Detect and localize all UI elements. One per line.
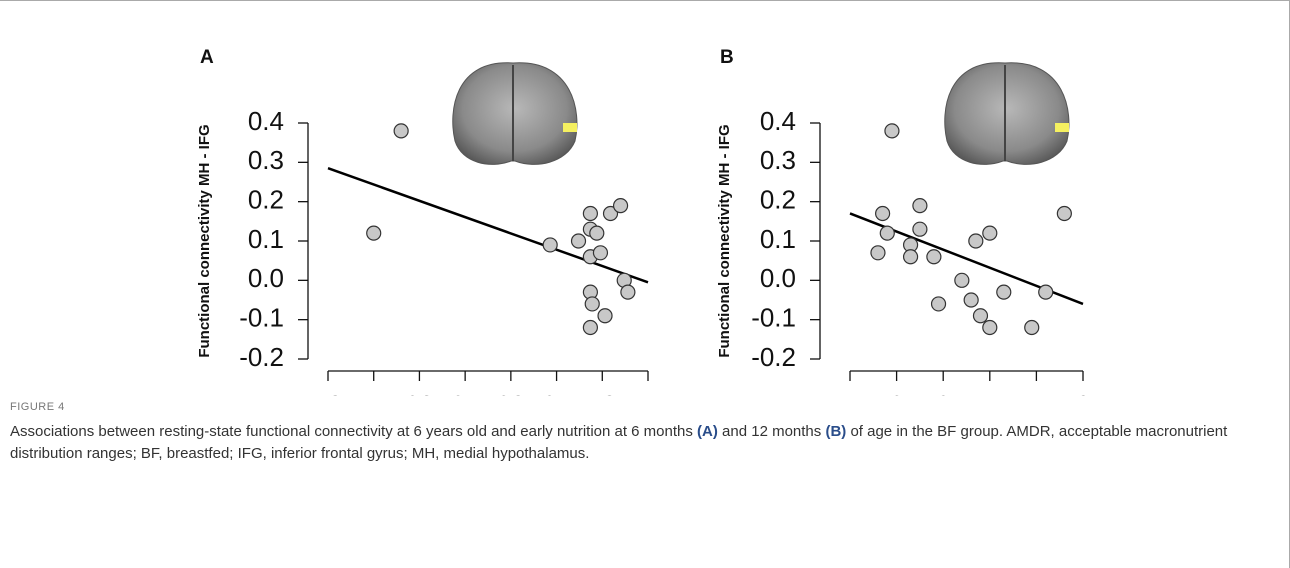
point (932, 297, 946, 311)
y-axis-label: Functional connectivity MH - IFG (716, 124, 733, 357)
point (1057, 206, 1071, 220)
point (585, 297, 599, 311)
x-tick-label: 3 (936, 390, 950, 396)
figure-label: FIGURE 4 (10, 401, 65, 413)
y-tick-label: 0.1 (248, 224, 284, 254)
y-tick-label: 0.0 (760, 263, 796, 293)
y-tick-label: 0.0 (248, 263, 284, 293)
y-tick-label: -0.1 (239, 303, 284, 333)
x-tick-label: 35 (542, 390, 571, 396)
x-tick-label: 10 (314, 390, 343, 396)
point (876, 206, 890, 220)
caption-ref: (B) (825, 423, 846, 440)
y-tick-label: 0.2 (760, 185, 796, 215)
point (621, 285, 635, 299)
point (593, 246, 607, 260)
x-tick-label: 5 (1029, 390, 1043, 396)
point (885, 124, 899, 138)
point (614, 199, 628, 213)
point (871, 246, 885, 260)
point (983, 321, 997, 335)
figure-caption: Associations between resting-state funct… (10, 421, 1260, 465)
caption-text: Associations between resting-state funct… (10, 423, 697, 440)
point (1039, 285, 1053, 299)
point (583, 206, 597, 220)
x-tick-label: 15 (359, 390, 388, 396)
y-tick-label: -0.1 (751, 303, 796, 333)
y-axis-label: Functional connectivity MH - IFG (196, 124, 213, 357)
point (973, 309, 987, 323)
y-tick-label: 0.1 (760, 224, 796, 254)
y-tick-label: 0.2 (248, 185, 284, 215)
point (955, 273, 969, 287)
point (572, 234, 586, 248)
point (394, 124, 408, 138)
x-tick-label: 2 (889, 390, 903, 396)
point (543, 238, 557, 252)
figure: A-0.2-0.10.00.10.20.30.41015202530354045… (0, 0, 1290, 568)
y-tick-label: 0.3 (760, 145, 796, 175)
panel-label: A (200, 47, 214, 68)
x-tick-label: 20 (405, 390, 434, 396)
fit-line (328, 168, 648, 282)
panel-label: B (720, 47, 734, 68)
point (969, 234, 983, 248)
caption-ref: (A) (697, 423, 718, 440)
point (983, 226, 997, 240)
point (997, 285, 1011, 299)
x-tick-label: 30 (496, 390, 525, 396)
y-tick-label: -0.2 (239, 342, 284, 372)
x-tick-label: 25 (451, 390, 480, 396)
x-tick-label: 6 (1076, 390, 1090, 396)
point (913, 222, 927, 236)
y-tick-label: 0.4 (248, 106, 284, 136)
point (590, 226, 604, 240)
y-tick-label: 0.4 (760, 106, 796, 136)
x-tick-label: 4 (983, 390, 997, 396)
y-tick-label: -0.2 (751, 342, 796, 372)
brain-image (453, 63, 577, 165)
point (913, 199, 927, 213)
charts: A-0.2-0.10.00.10.20.30.41015202530354045… (0, 1, 1290, 396)
point (904, 250, 918, 264)
point (927, 250, 941, 264)
point (1025, 321, 1039, 335)
point (583, 321, 597, 335)
caption-text: and 12 months (718, 423, 826, 440)
x-tick-label: 1 (843, 390, 857, 396)
point (367, 226, 381, 240)
y-tick-label: 0.3 (248, 145, 284, 175)
x-tick-label: 45 (634, 390, 663, 396)
point (964, 293, 978, 307)
point (598, 309, 612, 323)
brain-image (945, 63, 1069, 165)
x-tick-label: 40 (588, 390, 617, 396)
point (880, 226, 894, 240)
